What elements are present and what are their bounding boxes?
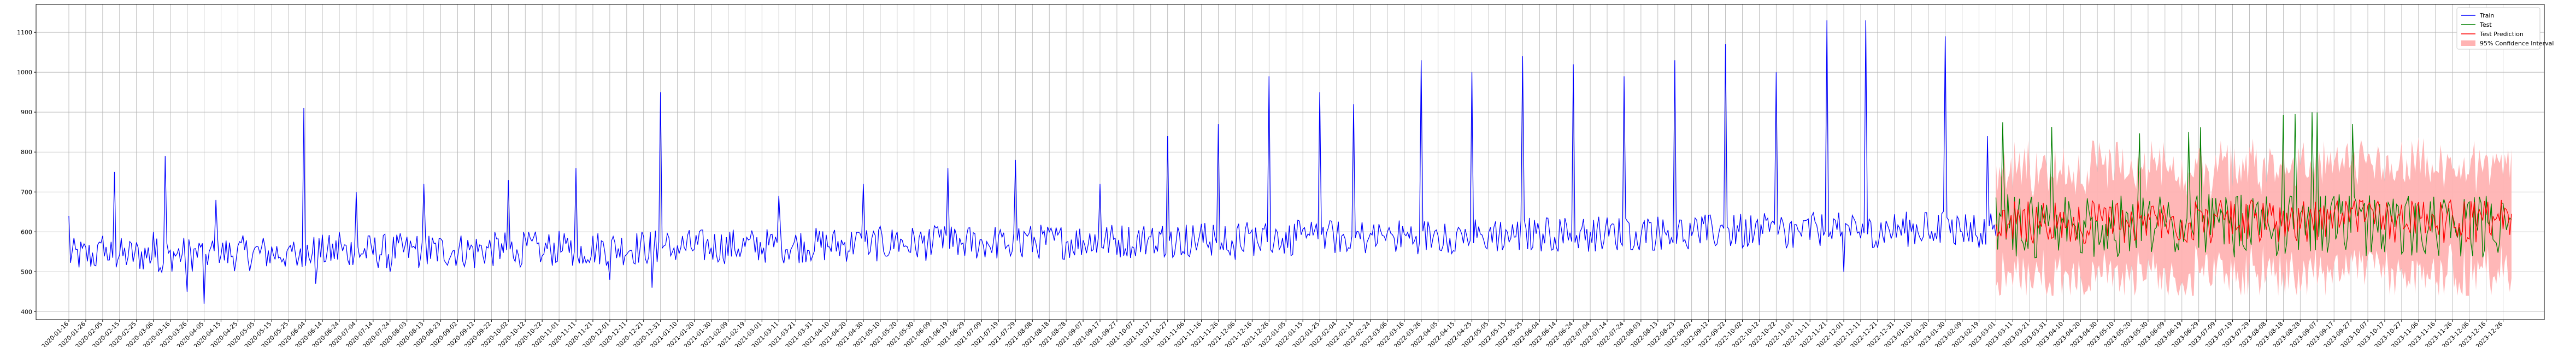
y-tick-label: 400 bbox=[21, 308, 32, 315]
legend-box bbox=[2456, 7, 2540, 50]
legend-label-test: Test bbox=[2479, 21, 2492, 28]
y-tick-label: 1000 bbox=[17, 69, 32, 76]
y-axis: 400 500 600 700 800 900 1000 1100 bbox=[17, 29, 36, 315]
confidence-interval-band bbox=[1996, 137, 2512, 296]
plot-background bbox=[36, 4, 2544, 320]
legend-label-prediction: Test Prediction bbox=[2479, 31, 2524, 38]
legend-label-train: Train bbox=[2479, 12, 2494, 19]
y-tick-label: 700 bbox=[21, 189, 32, 196]
y-tick-label: 1100 bbox=[17, 29, 32, 36]
x-axis: 2020-01-162020-01-262020-02-052020-02-15… bbox=[40, 320, 2504, 347]
y-tick-label: 900 bbox=[21, 109, 32, 116]
series-lines bbox=[68, 20, 2512, 304]
legend-label-ci: 95% Confidence Interval bbox=[2480, 40, 2554, 47]
ci-band bbox=[1996, 137, 2512, 296]
legend-swatch-ci bbox=[2461, 40, 2475, 46]
plot-frame bbox=[36, 4, 2545, 320]
prediction-series-line bbox=[1995, 199, 2512, 244]
y-tick-label: 500 bbox=[21, 268, 32, 275]
train-series-line bbox=[68, 20, 1997, 304]
legend: Train Test Test Prediction 95% Confidence I… bbox=[2456, 7, 2554, 50]
y-tick-label: 800 bbox=[21, 149, 32, 156]
y-tick-label: 600 bbox=[21, 228, 32, 236]
